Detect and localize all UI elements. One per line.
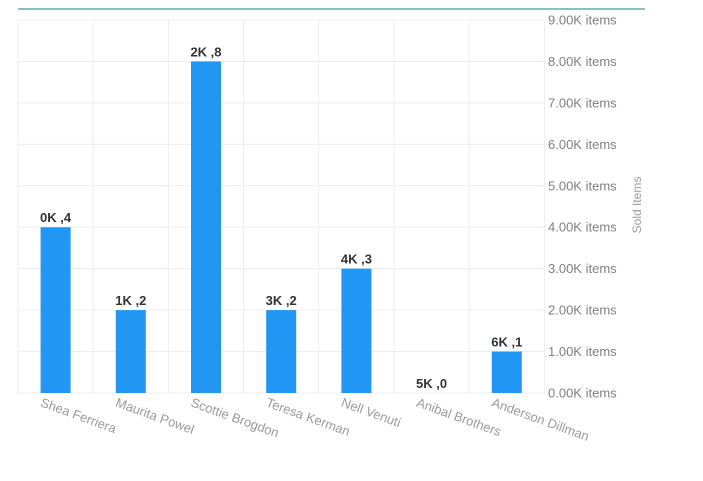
y-tick-label: 3.00K items	[548, 261, 617, 276]
y-tick-label: 7.00K items	[548, 95, 617, 110]
data-labels: 0K ,4 1K ,2 2K ,8 3K ,2 4K ,3 5K ,0 6K ,1	[40, 44, 522, 391]
data-label: 5K ,0	[416, 376, 447, 391]
bar[interactable]	[191, 61, 221, 393]
y-tick-label: 0.00K items	[548, 386, 617, 401]
bar[interactable]	[491, 351, 522, 393]
y-tick-label: 8.00K items	[548, 54, 617, 69]
bar[interactable]	[266, 310, 297, 393]
data-label: 2K ,8	[190, 44, 221, 59]
y-tick-label: 5.00K items	[548, 178, 617, 193]
x-tick-label: Anibal Brothers	[415, 395, 504, 440]
data-label: 4K ,3	[341, 252, 372, 267]
bar[interactable]	[341, 268, 372, 393]
data-label: 3K ,2	[266, 293, 297, 308]
bar[interactable]	[40, 227, 71, 393]
x-tick-label: Shea Ferriera	[39, 395, 120, 437]
data-label: 0K ,4	[40, 210, 72, 225]
bars	[40, 61, 522, 393]
y-tick-label: 6.00K items	[548, 137, 617, 152]
data-label: 1K ,2	[115, 293, 146, 308]
y-axis-title: Sold Items	[630, 177, 644, 234]
y-tick-label: 4.00K items	[548, 220, 617, 235]
y-tick-label: 9.00K items	[548, 13, 617, 28]
y-axis-ticks: 0.00K items 1.00K items 2.00K items 3.00K i…	[548, 13, 617, 401]
bar[interactable]	[115, 310, 146, 393]
data-label: 6K ,1	[491, 335, 522, 350]
gridlines	[17, 19, 545, 394]
y-tick-label: 2.00K items	[548, 303, 617, 318]
y-tick-label: 1.00K items	[548, 344, 617, 359]
x-tick-label: Maurita Powel	[114, 395, 197, 437]
x-tick-label: Anderson Dillman	[490, 395, 592, 444]
